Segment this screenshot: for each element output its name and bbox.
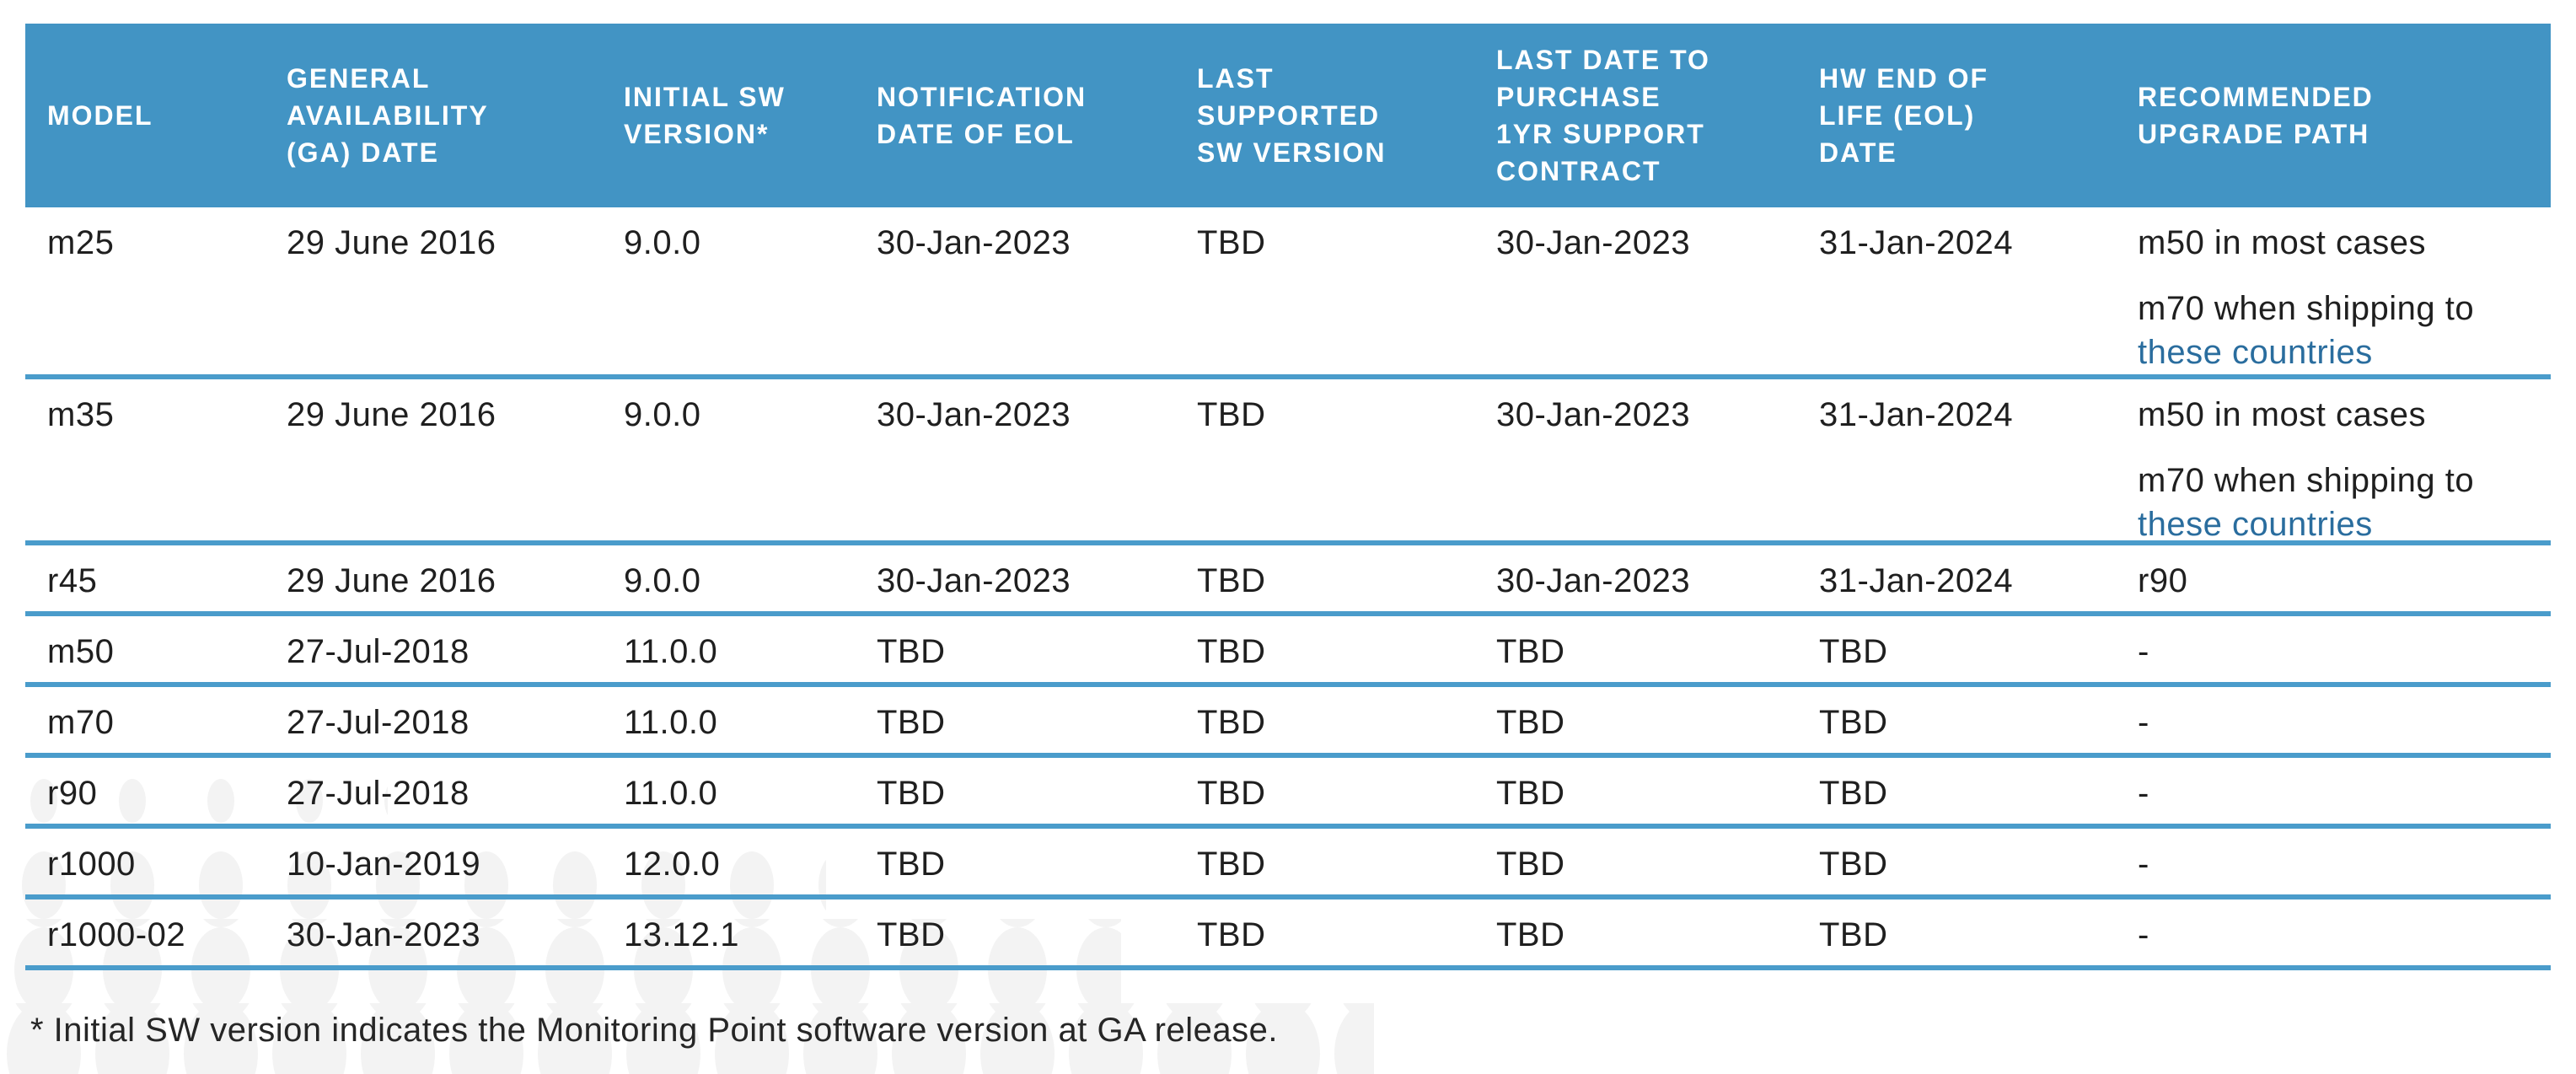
cell-last-supported-sw: TBD xyxy=(1197,916,1266,953)
eol-table: MODEL GENERAL AVAILABILITY (GA) DATE INI… xyxy=(25,24,2551,970)
cell-model: m70 xyxy=(47,704,115,741)
table-row-m35: m35 29 June 2016 9.0.0 30-Jan-2023 TBD 3… xyxy=(25,379,2551,545)
cell-ga-date: 27-Jul-2018 xyxy=(287,775,470,812)
cell-ga-date: 30-Jan-2023 xyxy=(287,916,481,953)
cell-notification-date: TBD xyxy=(877,916,946,953)
table-row-m50: m50 27-Jul-2018 11.0.0 TBD TBD TBD TBD - xyxy=(25,616,2551,687)
cell-initial-sw: 9.0.0 xyxy=(624,396,701,433)
upgrade-secondary-text: m70 when shipping to xyxy=(2138,462,2475,499)
cell-hw-eol-date: 31-Jan-2024 xyxy=(1819,224,2014,261)
cell-hw-eol-date: TBD xyxy=(1819,633,1888,670)
cell-initial-sw: 13.12.1 xyxy=(624,916,739,953)
cell-notification-date: 30-Jan-2023 xyxy=(877,224,1071,261)
upgrade-secondary-text: m70 when shipping to xyxy=(2138,290,2475,327)
cell-notification-date: TBD xyxy=(877,775,946,812)
cell-model: r45 xyxy=(47,562,98,599)
cell-ga-date: 29 June 2016 xyxy=(287,224,496,261)
cell-ga-date: 10-Jan-2019 xyxy=(287,846,481,883)
cell-last-purchase-date: 30-Jan-2023 xyxy=(1496,224,1691,261)
upgrade-primary-text: m50 in most cases xyxy=(2138,396,2426,433)
cell-initial-sw: 11.0.0 xyxy=(624,633,718,670)
cell-upgrade-path: r90 xyxy=(2138,562,2188,599)
these-countries-link[interactable]: these countries xyxy=(2138,506,2373,543)
cell-notification-date: TBD xyxy=(877,846,946,883)
table-row-r45: r45 29 June 2016 9.0.0 30-Jan-2023 TBD 3… xyxy=(25,545,2551,616)
table-row-m70: m70 27-Jul-2018 11.0.0 TBD TBD TBD TBD - xyxy=(25,687,2551,758)
table-row-r1000: r1000 10-Jan-2019 12.0.0 TBD TBD TBD TBD… xyxy=(25,829,2551,899)
cell-last-purchase-date: TBD xyxy=(1496,846,1565,883)
cell-model: r1000 xyxy=(47,846,136,883)
upgrade-primary-text: m50 in most cases xyxy=(2138,224,2426,261)
header-cell-model: MODEL xyxy=(47,99,153,131)
cell-model: r90 xyxy=(47,775,98,812)
cell-ga-date: 29 June 2016 xyxy=(287,396,496,433)
cell-last-supported-sw: TBD xyxy=(1197,562,1266,599)
cell-upgrade-path: m50 in most cases m70 when shipping to t… xyxy=(2138,207,2551,374)
cell-last-supported-sw: TBD xyxy=(1197,846,1266,883)
cell-last-supported-sw: TBD xyxy=(1197,396,1266,433)
cell-upgrade-path: - xyxy=(2138,633,2149,670)
cell-initial-sw: 12.0.0 xyxy=(624,846,721,883)
cell-last-supported-sw: TBD xyxy=(1197,633,1266,670)
cell-last-purchase-date: 30-Jan-2023 xyxy=(1496,562,1691,599)
cell-initial-sw: 11.0.0 xyxy=(624,775,718,812)
cell-initial-sw: 9.0.0 xyxy=(624,562,701,599)
cell-upgrade-path: - xyxy=(2138,704,2149,741)
cell-last-purchase-date: TBD xyxy=(1496,704,1565,741)
header-cell-initial-sw: INITIAL SW VERSION* xyxy=(624,81,786,149)
cell-model: m50 xyxy=(47,633,115,670)
table-row-r1000-02: r1000-02 30-Jan-2023 13.12.1 TBD TBD TBD… xyxy=(25,899,2551,970)
cell-last-purchase-date: TBD xyxy=(1496,775,1565,812)
cell-ga-date: 29 June 2016 xyxy=(287,562,496,599)
cell-last-purchase-date: TBD xyxy=(1496,916,1565,953)
cell-notification-date: 30-Jan-2023 xyxy=(877,562,1071,599)
cell-hw-eol-date: TBD xyxy=(1819,775,1888,812)
cell-notification-date: TBD xyxy=(877,704,946,741)
header-cell-last-supported-sw: LAST SUPPORTED SW VERSION xyxy=(1197,62,1387,169)
cell-model: m35 xyxy=(47,396,115,433)
cell-hw-eol-date: TBD xyxy=(1819,916,1888,953)
header-cell-hw-eol-date: HW END OF LIFE (EOL) DATE xyxy=(1819,62,1989,169)
cell-hw-eol-date: TBD xyxy=(1819,704,1888,741)
cell-model: r1000-02 xyxy=(47,916,186,953)
cell-upgrade-path: - xyxy=(2138,916,2149,953)
cell-notification-date: 30-Jan-2023 xyxy=(877,396,1071,433)
header-cell-last-purchase-date: LAST DATE TO PURCHASE 1YR SUPPORT CONTRA… xyxy=(1496,44,1710,187)
cell-hw-eol-date: 31-Jan-2024 xyxy=(1819,396,2014,433)
cell-upgrade-path: - xyxy=(2138,775,2149,812)
cell-last-supported-sw: TBD xyxy=(1197,224,1266,261)
table-row-m25: m25 29 June 2016 9.0.0 30-Jan-2023 TBD 3… xyxy=(25,207,2551,379)
cell-initial-sw: 11.0.0 xyxy=(624,704,718,741)
header-cell-upgrade-path: RECOMMENDED UPGRADE PATH xyxy=(2138,81,2374,149)
cell-upgrade-path: - xyxy=(2138,846,2149,883)
initial-sw-footnote: * Initial SW version indicates the Monit… xyxy=(30,1012,1278,1049)
cell-ga-date: 27-Jul-2018 xyxy=(287,633,470,670)
header-cell-notification-date: NOTIFICATION DATE OF EOL xyxy=(877,81,1087,149)
cell-model: m25 xyxy=(47,224,115,261)
these-countries-link[interactable]: these countries xyxy=(2138,334,2373,371)
table-header-row: MODEL GENERAL AVAILABILITY (GA) DATE INI… xyxy=(25,24,2551,207)
cell-last-purchase-date: TBD xyxy=(1496,633,1565,670)
cell-notification-date: TBD xyxy=(877,633,946,670)
cell-ga-date: 27-Jul-2018 xyxy=(287,704,470,741)
cell-upgrade-path: m50 in most cases m70 when shipping to t… xyxy=(2138,379,2551,546)
cell-last-supported-sw: TBD xyxy=(1197,704,1266,741)
cell-initial-sw: 9.0.0 xyxy=(624,224,701,261)
cell-last-supported-sw: TBD xyxy=(1197,775,1266,812)
cell-hw-eol-date: 31-Jan-2024 xyxy=(1819,562,2014,599)
header-cell-ga-date: GENERAL AVAILABILITY (GA) DATE xyxy=(287,62,489,169)
table-row-r90: r90 27-Jul-2018 11.0.0 TBD TBD TBD TBD - xyxy=(25,758,2551,829)
cell-last-purchase-date: 30-Jan-2023 xyxy=(1496,396,1691,433)
cell-hw-eol-date: TBD xyxy=(1819,846,1888,883)
